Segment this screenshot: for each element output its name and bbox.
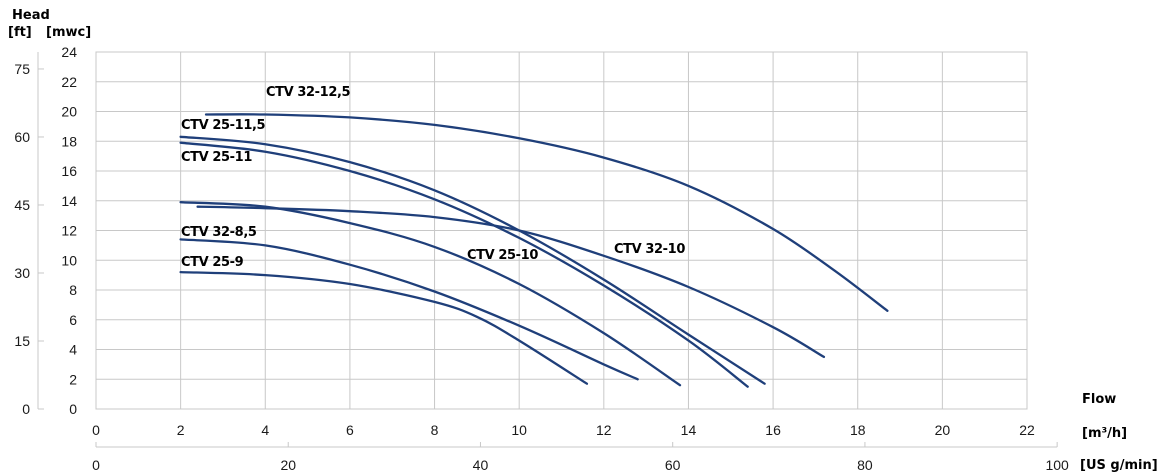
x-tick-m3h-label: 2 — [177, 422, 185, 438]
y-tick-mwc-label: 0 — [69, 401, 77, 417]
curve-label-ctv-32-12-5: CTV 32-12,5 — [266, 85, 351, 100]
y-tick-mwc-label: 14 — [61, 193, 77, 209]
curve-ctv-25-11 — [179, 141, 749, 388]
x-units-m3h: [m³/h] — [1082, 426, 1127, 441]
y-tick-mwc-label: 24 — [61, 44, 77, 60]
x-tick-m3h-label: 12 — [596, 422, 612, 438]
x-tick-m3h-label: 20 — [935, 422, 951, 438]
x-tick-m3h-label: 22 — [1019, 422, 1035, 438]
x-tick-usgpm-label: 100 — [1045, 457, 1069, 473]
y-tick-mwc-label: 8 — [69, 282, 77, 298]
y-tick-ft-label: 0 — [22, 401, 30, 417]
y-tick-ft-label: 45 — [14, 197, 30, 213]
y-tick-ft-label: 60 — [14, 129, 30, 145]
curve-ctv-32-12-5 — [204, 113, 889, 312]
x-tick-usgpm-label: 80 — [857, 457, 873, 473]
curve-label-ctv-25-10: CTV 25-10 — [467, 248, 538, 263]
head-title: Head — [12, 8, 50, 23]
x-tick-usgpm-label: 60 — [665, 457, 681, 473]
y-tick-mwc-label: 6 — [69, 312, 77, 328]
y-tick-mwc-label: 10 — [61, 252, 77, 268]
curve-ctv-25-11-5 — [179, 135, 766, 385]
grid — [37, 51, 1058, 448]
y-units-mwc: [mwc] — [46, 25, 91, 40]
curve-label-ctv-32-8-5: CTV 32-8,5 — [181, 225, 257, 240]
y-tick-mwc-label: 18 — [61, 133, 77, 149]
x-units-usgpm: [US g/min] — [1080, 458, 1158, 473]
x-tick-usgpm-label: 40 — [473, 457, 489, 473]
x-tick-m3h-label: 8 — [431, 422, 439, 438]
x-tick-m3h-label: 16 — [765, 422, 781, 438]
curve-labels: CTV 32-12,5 CTV 25-11,5 CTV 25-11 CTV 32-10… — [181, 85, 686, 270]
x-tick-m3h-label: 18 — [850, 422, 866, 438]
x-tick-m3h-label: 0 — [92, 422, 100, 438]
x-tick-m3h-label: 10 — [511, 422, 527, 438]
curve-label-ctv-25-11: CTV 25-11 — [181, 150, 252, 165]
y-units-ft: [ft] — [8, 25, 32, 40]
y-tick-ft-label: 15 — [14, 333, 30, 349]
curve-ctv-25-9 — [179, 270, 589, 385]
x-tick-m3h-label: 4 — [261, 422, 269, 438]
flow-title: Flow — [1082, 392, 1116, 407]
curve-ctv-32-8-5 — [179, 238, 639, 381]
x-tick-m3h-label: 14 — [681, 422, 697, 438]
y-tick-mwc-label: 22 — [61, 74, 77, 90]
y-tick-mwc-label: 16 — [61, 163, 77, 179]
curve-label-ctv-25-9: CTV 25-9 — [181, 255, 244, 270]
x-tick-usgpm-label: 0 — [92, 457, 100, 473]
y-tick-mwc-label: 20 — [61, 104, 77, 120]
curve-ctv-25-10 — [179, 201, 682, 387]
x-tick-usgpm-label: 20 — [280, 457, 296, 473]
y-tick-mwc-label: 4 — [69, 342, 77, 358]
x-tick-m3h-label: 6 — [346, 422, 354, 438]
y-tick-ft-label: 75 — [14, 61, 30, 77]
y-tick-ft-label: 30 — [14, 265, 30, 281]
y-tick-mwc-label: 12 — [61, 223, 77, 239]
curve-ctv-32-10 — [196, 205, 826, 359]
curve-label-ctv-25-11-5: CTV 25-11,5 — [181, 118, 266, 133]
y-tick-mwc-label: 2 — [69, 371, 77, 387]
curves — [179, 113, 889, 388]
curve-label-ctv-32-10: CTV 32-10 — [614, 242, 685, 257]
